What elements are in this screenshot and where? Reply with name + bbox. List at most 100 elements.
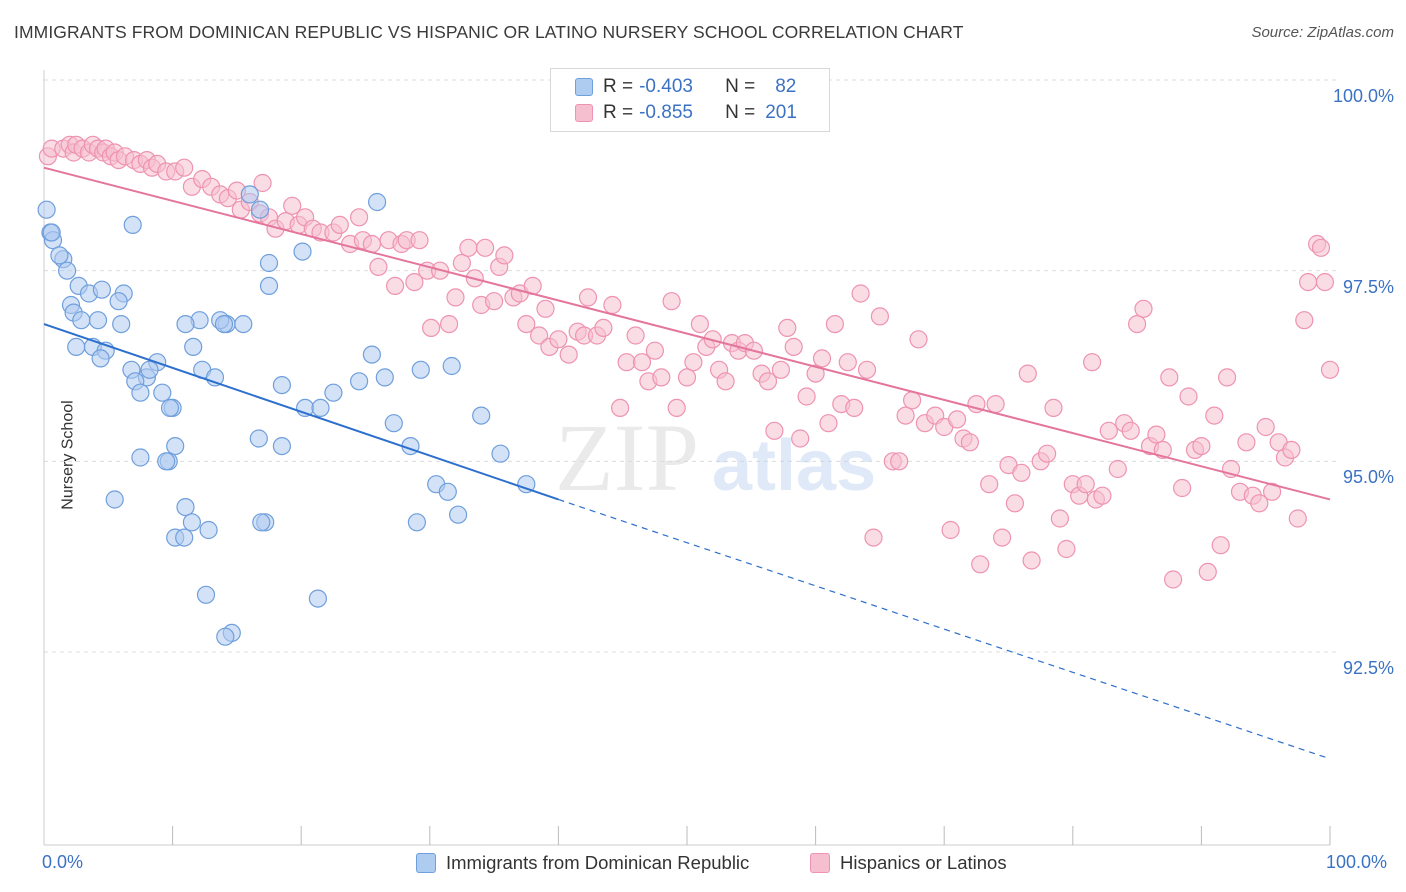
blue-trend-line (43, 323, 559, 501)
watermark-zip: ZIP (555, 404, 699, 511)
series-legend-label: Immigrants from Dominican Republic (446, 852, 750, 873)
pink-point (778, 318, 797, 337)
pink-point (857, 360, 877, 379)
blue-point (259, 253, 279, 273)
blue-point (293, 242, 312, 261)
pink-point (1179, 387, 1198, 406)
pink-point (386, 276, 405, 295)
pink-point (716, 372, 735, 391)
blue-point (176, 315, 195, 334)
pink-point (1298, 273, 1318, 292)
pink-point (1082, 353, 1102, 372)
pink-point (784, 337, 803, 356)
legend-swatch-pink (575, 104, 593, 122)
series-legend: Immigrants from Dominican Republic Hispa… (0, 852, 1406, 878)
blue-point (442, 356, 461, 376)
blue-point (91, 349, 110, 368)
trend-lines (43, 166, 1331, 760)
blue-point (196, 585, 216, 604)
legend-r-value: -0.855 (639, 102, 693, 123)
blue-point (105, 490, 124, 509)
pink-point (1005, 494, 1025, 513)
blue-point (411, 360, 430, 379)
pink-point (864, 528, 883, 547)
pink-point (1198, 562, 1217, 582)
series-swatch-blue (416, 853, 436, 873)
x-tick-label-max: 100.0% (1326, 852, 1388, 872)
blue-point (175, 528, 194, 547)
blue-point (182, 513, 201, 532)
blue-point (240, 185, 259, 204)
pink-point (677, 368, 697, 387)
pink-point (791, 429, 810, 448)
pink-point (1211, 536, 1230, 555)
pink-point (812, 349, 832, 368)
legend-swatch-blue (575, 78, 593, 96)
series-legend-item-blue: Immigrants from Dominican Republic (416, 852, 749, 874)
y-tick-label: 95.0% (1342, 467, 1394, 488)
pink-point (960, 433, 980, 452)
blue-point (368, 192, 387, 212)
pink-point (684, 353, 703, 372)
pink-point (1127, 315, 1147, 334)
pink-point (980, 475, 999, 494)
blue-point (199, 520, 218, 540)
correlation-legend: R = -0.403 N = 82 R = -0.855 N = 201 (550, 68, 830, 132)
pink-point (825, 315, 845, 334)
blue-point (438, 482, 457, 501)
pink-point (1134, 299, 1153, 318)
pink-point (902, 391, 922, 410)
pink-point (845, 398, 864, 417)
pink-point (1147, 425, 1166, 444)
pink-point (517, 315, 536, 334)
chart-title: IMMIGRANTS FROM DOMINICAN REPUBLIC VS HI… (14, 22, 964, 42)
blue-point (308, 589, 327, 608)
pink-point (851, 284, 870, 303)
pink-point (1172, 478, 1192, 498)
blue-point (88, 311, 108, 330)
pink-point (1237, 433, 1256, 452)
pink-point (909, 330, 928, 349)
pink-point (559, 345, 578, 364)
pink-point (941, 520, 960, 540)
pink-point (758, 372, 778, 391)
pink-point (1250, 494, 1269, 513)
pink-point (405, 273, 424, 292)
blue-point (250, 200, 270, 219)
pink-point (1163, 570, 1183, 589)
pink-point (495, 246, 514, 265)
blue-point (407, 513, 426, 532)
pink-point (992, 528, 1012, 547)
pink-point (896, 406, 915, 425)
pink-point (1076, 475, 1095, 494)
y-axis-label: Nursery School (59, 400, 77, 510)
pink-point (626, 326, 645, 345)
y-tick-label: 92.5% (1342, 658, 1394, 678)
pink-point (1311, 238, 1331, 257)
pink-point (971, 555, 990, 574)
pink-point (446, 288, 465, 307)
blue-point (449, 505, 468, 524)
legend-row-pink: R = -0.855 N = 201 (575, 101, 797, 125)
pink-point (690, 315, 710, 334)
pink-point (667, 398, 686, 417)
pink-point (870, 307, 890, 326)
blue-point (160, 398, 180, 417)
pink-point (1022, 551, 1041, 570)
blue-point (259, 276, 279, 295)
pink-point (253, 173, 272, 193)
pink-point (1192, 437, 1211, 456)
legend-r-value: -0.403 (639, 76, 693, 97)
pink-point (1262, 482, 1282, 501)
series-legend-label: Hispanics or Latinos (840, 852, 1007, 873)
blue-point (362, 345, 381, 364)
blue-point (92, 280, 112, 299)
pink-point (422, 318, 441, 337)
pink-point (1205, 406, 1224, 425)
y-tick-label: 100.0% (1332, 86, 1394, 106)
pink-point (283, 196, 302, 215)
pink-point (330, 215, 349, 234)
legend-n-value: 201 (765, 102, 797, 123)
blue-point (350, 372, 369, 391)
pink-point (529, 326, 549, 345)
